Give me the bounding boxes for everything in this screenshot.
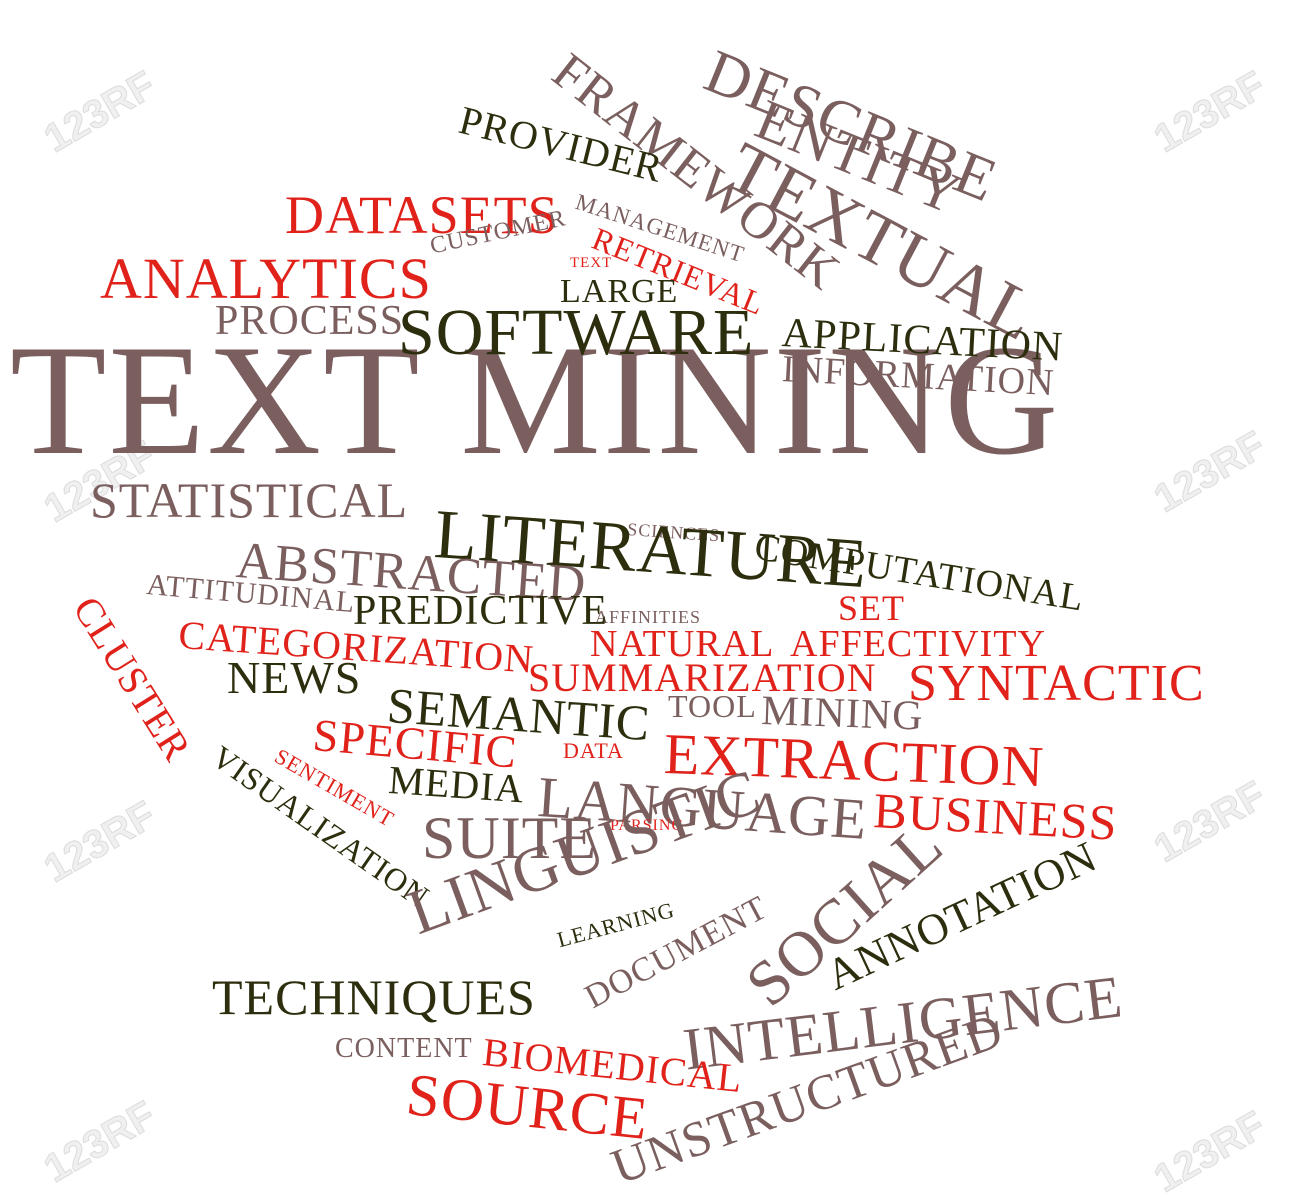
word-computational: COMPUTATIONAL xyxy=(751,526,1088,620)
word-cluster: CLUSTER xyxy=(64,588,201,769)
word-syntactic: SYNTACTIC xyxy=(908,655,1205,712)
watermark: 123RF xyxy=(36,62,163,162)
watermark: 123RF xyxy=(1146,772,1273,872)
word-natural: NATURAL xyxy=(590,623,775,665)
word-parsing: PARSING xyxy=(610,817,684,834)
word-large: LARGE xyxy=(560,273,679,310)
word-affinities: AFFINITIES xyxy=(595,607,702,627)
word-document: DOCUMENT xyxy=(579,889,774,1016)
watermark: 123RF xyxy=(36,792,163,892)
watermark: 123RF xyxy=(1146,1102,1273,1193)
word-media: MEDIA xyxy=(387,757,526,812)
word-predictive: PREDICTIVE xyxy=(353,588,608,634)
word-suite: SUITE xyxy=(422,805,597,871)
word-set: SET xyxy=(838,588,906,628)
word-datasets: DATASETS xyxy=(285,185,559,245)
watermark: 123RF xyxy=(36,1092,163,1192)
word-summarization: SUMMARIZATION xyxy=(528,655,877,700)
word-statistical: STATISTICAL xyxy=(90,472,409,528)
watermark: 123RF xyxy=(1146,62,1273,162)
word-news: NEWS xyxy=(227,652,362,703)
word-content: CONTENT xyxy=(335,1033,473,1064)
watermark: 123RF xyxy=(1146,422,1273,522)
word-process: PROCESS xyxy=(215,298,405,344)
word-techniques: TECHNIQUES xyxy=(212,969,536,1025)
word-analytics: ANALYTICS xyxy=(100,246,432,311)
word-software: SOFTWARE xyxy=(398,296,755,369)
word-data: DATA xyxy=(563,738,624,763)
word-affectivity: AFFECTIVITY xyxy=(790,623,1046,665)
word-text-mining: TEXT MINING xyxy=(10,313,1061,488)
word-tool: TOOL xyxy=(668,688,757,724)
word-text: TEXT xyxy=(570,255,613,271)
